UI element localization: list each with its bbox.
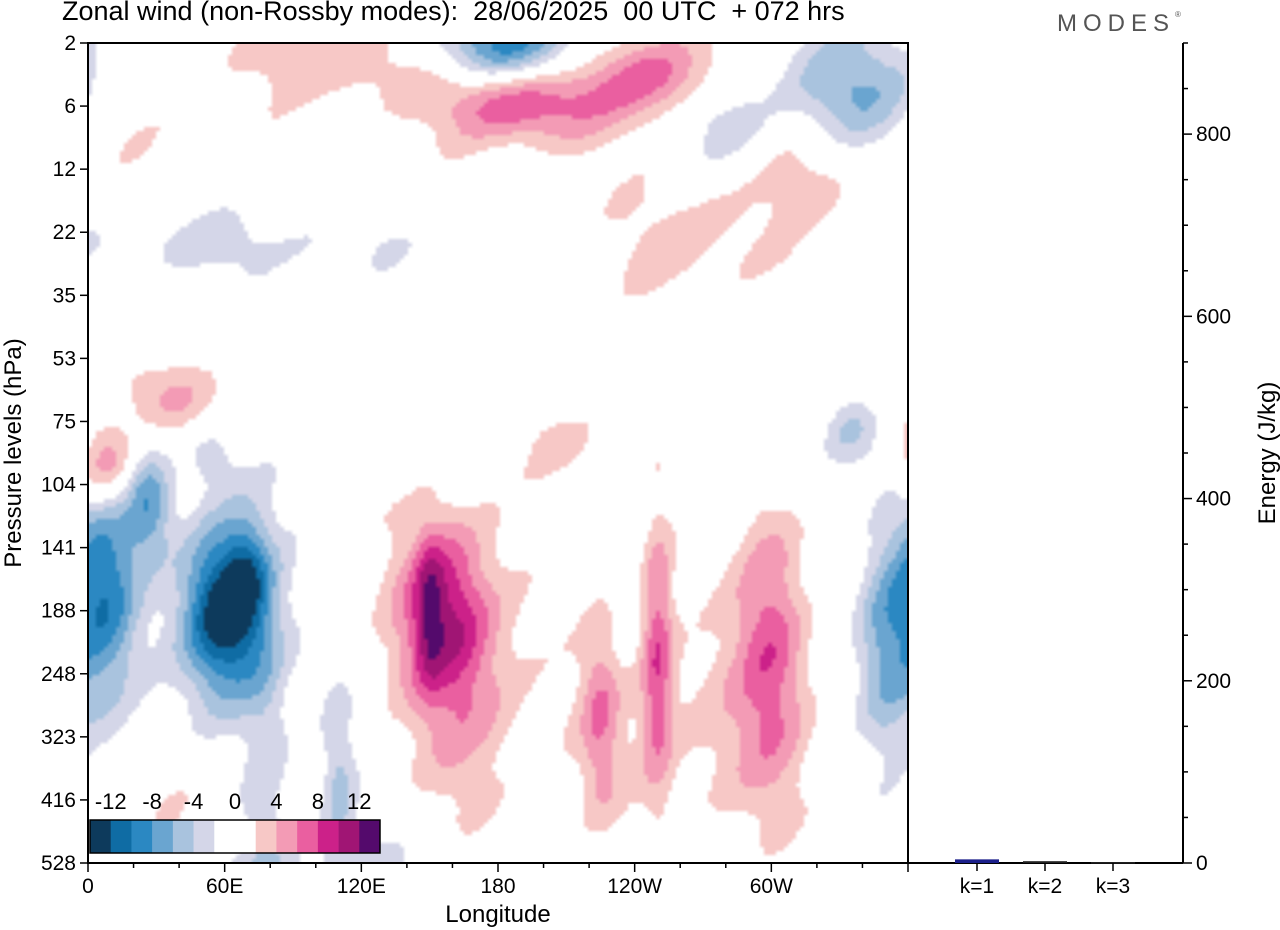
colorbar-swatch: [317, 820, 339, 853]
y-tick-label: 188: [41, 600, 76, 623]
colorbar-tick-label: 12: [347, 789, 371, 814]
y-tick-label: 416: [41, 789, 76, 812]
y-tick-label: 75: [53, 410, 76, 433]
colorbar-tick-label: -8: [142, 789, 162, 814]
energy-category-label: k=3: [1096, 875, 1130, 898]
colorbar-tick-label: 4: [270, 789, 282, 814]
y-axis-label: Pressure levels (hPa): [0, 338, 27, 567]
energy-axis-label: Energy (J/kg): [1254, 382, 1280, 525]
y-tick-label: 12: [53, 158, 76, 181]
energy-y-tick-label: 0: [1196, 852, 1208, 875]
colorbar-tick-label: 0: [229, 789, 241, 814]
colorbar-swatch: [193, 820, 215, 853]
colorbar-swatch: [152, 820, 174, 853]
energy-y-tick-label: 400: [1196, 488, 1231, 511]
colorbar-swatch: [172, 820, 194, 853]
energy-panel: k=1 k=2 k=3 0 200 400 600 800 Energy (J/kg): [908, 42, 1280, 898]
colorbar-tick-label: 8: [312, 789, 324, 814]
colorbar-swatch: [110, 820, 132, 853]
brand-name: MODES: [1057, 10, 1176, 37]
energy-y-tick-label: 600: [1196, 305, 1231, 328]
energy-category-label: k=2: [1028, 875, 1062, 898]
colorbar-swatch: [276, 820, 298, 853]
energy-bars: k=1 k=2 k=3: [955, 859, 1135, 898]
colorbar-swatch: [297, 820, 319, 853]
y-tick-label: 53: [53, 347, 76, 370]
colorbar-swatch: [235, 820, 257, 853]
colorbar-swatch: [359, 820, 381, 853]
energy-bar-k=1: [955, 859, 999, 863]
x-tick-label: 0: [82, 875, 94, 898]
energy-axis-ticks: 0 200 400 600 800: [1183, 42, 1231, 875]
y-tick-label: 104: [41, 474, 76, 497]
energy-bar-k=2: [1023, 861, 1067, 863]
y-tick-label: 35: [53, 284, 76, 307]
y-axis: 2 6 12 22 35 53 75 104 141 188 248 323 416 528: [41, 32, 88, 875]
x-tick-label: 60E: [206, 875, 243, 898]
x-axis: 0 60E 120E 180 120W 60W: [82, 863, 909, 898]
heatmap-image: [88, 43, 908, 863]
y-tick-label: 323: [41, 726, 76, 749]
energy-bar-k=3: [1091, 862, 1135, 864]
chart-title: Zonal wind (non-Rossby modes): 28/06/202…: [62, 0, 845, 26]
colorbar-swatch: [338, 820, 360, 853]
x-tick-label: 180: [480, 875, 515, 898]
energy-category-label: k=1: [960, 875, 994, 898]
energy-y-tick-label: 200: [1196, 670, 1231, 693]
y-tick-label: 141: [41, 537, 76, 560]
y-tick-label: 22: [53, 221, 76, 244]
colorbar-tick-label: -4: [184, 789, 204, 814]
brand-registered-mark: ®: [1175, 10, 1181, 19]
colorbar-swatch: [255, 820, 277, 853]
colorbar: -12 -8 -4 0 4 8 12: [89, 789, 381, 854]
y-tick-label: 6: [64, 95, 76, 118]
y-tick-label: 2: [64, 32, 76, 55]
y-tick-label: 528: [41, 852, 76, 875]
colorbar-frame: [89, 819, 381, 854]
x-tick-label: 120W: [607, 875, 662, 898]
y-tick-label: 248: [41, 663, 76, 686]
colorbar-swatch: [90, 820, 112, 853]
x-tick-label: 60W: [750, 875, 793, 898]
colorbar-swatch: [131, 820, 153, 853]
x-axis-label: Longitude: [445, 901, 550, 928]
x-tick-label: 120E: [337, 875, 386, 898]
energy-y-tick-label: 800: [1196, 123, 1231, 146]
brand-logo: MODES®: [1057, 10, 1181, 38]
heatmap-field: [88, 43, 908, 863]
colorbar-tick-label: -12: [95, 789, 127, 814]
colorbar-swatch: [214, 820, 236, 853]
